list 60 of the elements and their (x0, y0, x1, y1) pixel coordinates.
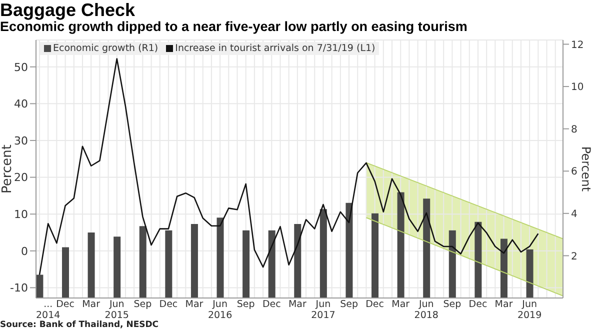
y-tick-label: -10 (10, 282, 28, 295)
bar (397, 192, 404, 298)
x-tick-label: Mar (185, 299, 204, 310)
legend-label: Economic growth (R1) (53, 43, 158, 54)
bar (88, 232, 95, 298)
x-tick-label: Mar (392, 299, 410, 310)
bar (242, 230, 250, 298)
y-tick-label: 0 (21, 244, 28, 258)
x-tick-label: Mar (82, 299, 100, 310)
y-tick-label: 20 (14, 171, 28, 184)
bar (500, 238, 508, 298)
bar (139, 226, 146, 298)
x-tick-label: Jun 2018 (414, 299, 438, 321)
x-tick-label: Sep (134, 299, 152, 310)
x-tick-label: Jun 2019 (517, 299, 542, 321)
bar (294, 224, 302, 298)
bar (62, 247, 69, 298)
x-tick-label: Jun 2016 (208, 299, 232, 321)
x-tick-label: Sep (340, 299, 358, 310)
x-tick-label: Mar (494, 299, 513, 310)
legend-label: Increase in tourist arrivals on 7/31/19 (L1) (175, 43, 376, 54)
y2-tick-label: 10 (571, 82, 584, 94)
source-note: Source: Bank of Thailand, NESDC (0, 320, 159, 330)
bar (526, 249, 534, 298)
bar (268, 230, 276, 298)
bar (114, 236, 121, 298)
y2-tick-label: 6 (571, 166, 578, 178)
y2-tick-label: 8 (571, 124, 578, 136)
y-tick-label: 10 (14, 208, 28, 221)
y2-tick-label: 12 (571, 40, 584, 51)
x-tick-label: Jun 2015 (104, 299, 129, 321)
x-tick-label: Mar (288, 299, 306, 310)
x-tick-label: Sep (236, 299, 255, 310)
x-tick-label: Jun 2017 (311, 299, 336, 321)
y-tick-label: 30 (14, 134, 28, 148)
bar (190, 224, 198, 298)
x-tick-label: Dec (56, 299, 74, 310)
bar (346, 202, 353, 298)
bar (320, 209, 327, 298)
chart-title: Baggage Check (0, 0, 136, 20)
x-tick-label: Dec (468, 299, 488, 310)
x-tick-label: Sep (443, 299, 462, 310)
y-tick-label: 50 (14, 60, 28, 74)
y2-tick-label: 2 (571, 251, 578, 262)
bar (372, 213, 379, 298)
bar (448, 230, 456, 298)
x-tick-label: Dec (366, 299, 384, 310)
y2-tick-label: 4 (571, 208, 578, 220)
bar (216, 218, 224, 298)
bar (474, 222, 482, 298)
chart-subtitle: Economic growth dipped to a near five-year low partly on easing tourism (0, 19, 468, 35)
y-tick-label: 40 (14, 98, 28, 111)
line-series (38, 58, 539, 276)
bar (165, 230, 172, 298)
y-axis-title: Percent (0, 144, 15, 196)
bar (36, 274, 44, 298)
x-tick-label: Dec (159, 299, 178, 310)
x-tick-label: Dec (262, 299, 281, 310)
bar (423, 198, 430, 298)
y2-axis-title: Percent (579, 145, 593, 194)
